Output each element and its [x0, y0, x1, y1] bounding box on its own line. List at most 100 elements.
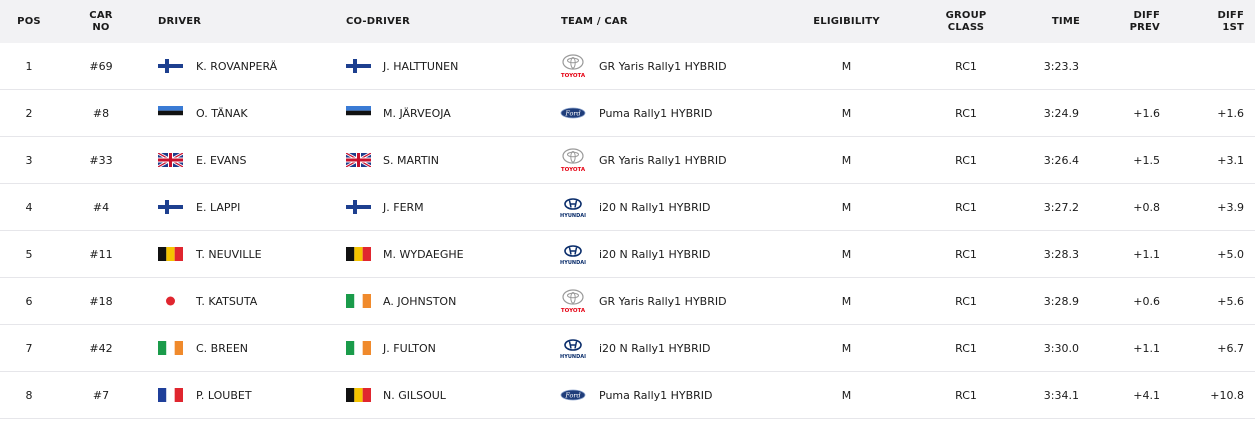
- stage-time-value: 3:27.2: [1043, 200, 1079, 214]
- driver-name[interactable]: T. KATSUTA: [196, 294, 258, 308]
- diff-1st-value: +3.1: [1217, 153, 1244, 167]
- group-class-value: RC1: [955, 341, 977, 355]
- car-number-value: #11: [89, 247, 113, 261]
- diff-prev-value: +0.6: [1133, 294, 1160, 308]
- table-row-8[interactable]: 8 #7 P. LOUBET N. GILSOUL Ford Puma Rall…: [0, 372, 1255, 419]
- eligibility-value: M: [841, 59, 852, 73]
- stage-time-value: 3:26.4: [1043, 153, 1079, 167]
- driver-name[interactable]: C. BREEN: [196, 341, 248, 355]
- table-row-1[interactable]: 1 #69 K. ROVANPERÄ J. HALTTUNEN TOYOTA G…: [0, 43, 1255, 90]
- co-driver-name[interactable]: N. GILSOUL: [383, 388, 446, 402]
- svg-text:HYUNDAI: HYUNDAI: [560, 354, 586, 360]
- co-driver-name[interactable]: A. JOHNSTON: [383, 294, 457, 308]
- group-class-value: RC1: [955, 200, 977, 214]
- france-flag-icon: [158, 388, 183, 402]
- header-co-driver[interactable]: CO-DRIVER: [346, 15, 410, 27]
- co-driver-name[interactable]: J. FULTON: [383, 341, 436, 355]
- ford-logo-icon: Ford: [559, 382, 587, 408]
- eligibility-value: M: [841, 106, 852, 120]
- eligibility-value: M: [841, 388, 852, 402]
- co-driver-name[interactable]: M. JÄRVEOJA: [383, 106, 451, 120]
- hyundai-logo-icon: HYUNDAI: [559, 194, 587, 220]
- driver-name[interactable]: T. NEUVILLE: [196, 247, 262, 261]
- car-number-value: #69: [89, 59, 113, 73]
- driver-name[interactable]: E. EVANS: [196, 153, 247, 167]
- header-group-class[interactable]: GROUP CLASS: [945, 9, 987, 33]
- ireland-flag-icon: [346, 341, 371, 355]
- group-class-value: RC1: [955, 153, 977, 167]
- co-driver-name[interactable]: J. FERM: [383, 200, 424, 214]
- stage-time-value: 3:23.3: [1043, 59, 1079, 73]
- stage-time-value: 3:28.9: [1043, 294, 1079, 308]
- uk-flag-icon: [158, 153, 183, 167]
- position-value: 7: [25, 341, 33, 355]
- toyota-logo-icon: TOYOTA: [559, 147, 587, 173]
- co-driver-name[interactable]: J. HALTTUNEN: [383, 59, 459, 73]
- car-number-value: #7: [92, 388, 110, 402]
- hyundai-logo-icon: HYUNDAI: [559, 241, 587, 267]
- eligibility-value: M: [841, 247, 852, 261]
- ford-logo-icon: Ford: [559, 100, 587, 126]
- stage-time-value: 3:34.1: [1043, 388, 1079, 402]
- diff-1st-value: [1170, 43, 1244, 89]
- header-diff-1st[interactable]: DIFF 1ST: [1217, 9, 1244, 33]
- group-class-value: RC1: [955, 294, 977, 308]
- finland-flag-icon: [158, 200, 183, 214]
- header-eligibility[interactable]: ELIGIBILITY: [813, 15, 880, 27]
- position-value: 4: [25, 200, 33, 214]
- header-pos[interactable]: POS: [17, 15, 41, 27]
- header-car-no[interactable]: CAR NO: [89, 9, 113, 33]
- co-driver-name[interactable]: S. MARTIN: [383, 153, 440, 167]
- car-model: i20 N Rally1 HYBRID: [599, 247, 711, 261]
- svg-text:HYUNDAI: HYUNDAI: [560, 213, 586, 219]
- svg-text:TOYOTA: TOYOTA: [561, 73, 586, 79]
- belgium-flag-icon: [158, 247, 183, 261]
- driver-name[interactable]: P. LOUBET: [196, 388, 252, 402]
- table-row-4[interactable]: 4 #4 E. LAPPI J. FERM HYUNDAI i20 N Rall…: [0, 184, 1255, 231]
- position-value: 3: [25, 153, 33, 167]
- driver-name[interactable]: O. TÄNAK: [196, 106, 248, 120]
- table-row-6[interactable]: 6 #18 T. KATSUTA A. JOHNSTON TOYOTA GR Y…: [0, 278, 1255, 325]
- car-model: i20 N Rally1 HYBRID: [599, 200, 711, 214]
- table-row-3[interactable]: 3 #33 E. EVANS S. MARTIN TOYOTA GR Yaris…: [0, 137, 1255, 184]
- car-model: GR Yaris Rally1 HYBRID: [599, 153, 727, 167]
- uk-flag-icon: [346, 153, 371, 167]
- finland-flag-icon: [346, 59, 371, 73]
- header-diff-prev[interactable]: DIFF PREV: [1129, 9, 1160, 33]
- svg-text:TOYOTA: TOYOTA: [561, 308, 586, 314]
- toyota-logo-icon: TOYOTA: [559, 53, 587, 79]
- diff-prev-value: +1.6: [1133, 106, 1160, 120]
- diff-prev-value: +4.1: [1133, 388, 1160, 402]
- car-number-value: #8: [92, 106, 110, 120]
- driver-name[interactable]: K. ROVANPERÄ: [196, 59, 278, 73]
- group-class-value: RC1: [955, 106, 977, 120]
- svg-text:Ford: Ford: [564, 109, 580, 117]
- co-driver-name[interactable]: M. WYDAEGHE: [383, 247, 464, 261]
- ireland-flag-icon: [158, 341, 183, 355]
- finland-flag-icon: [158, 59, 183, 73]
- diff-prev-value: +1.1: [1133, 341, 1160, 355]
- diff-1st-value: +5.0: [1217, 247, 1244, 261]
- belgium-flag-icon: [346, 247, 371, 261]
- header-team-car[interactable]: TEAM / CAR: [561, 15, 628, 27]
- group-class-value: RC1: [955, 59, 977, 73]
- table-row-2[interactable]: 2 #8 O. TÄNAK M. JÄRVEOJA Ford Puma Rall…: [0, 90, 1255, 137]
- position-value: 6: [25, 294, 33, 308]
- car-number-value: #42: [89, 341, 113, 355]
- header-driver[interactable]: DRIVER: [158, 15, 202, 27]
- car-number-value: #4: [92, 200, 110, 214]
- header-time[interactable]: TIME: [1051, 15, 1080, 27]
- driver-name[interactable]: E. LAPPI: [196, 200, 241, 214]
- car-model: GR Yaris Rally1 HYBRID: [599, 59, 727, 73]
- estonia-flag-icon: [346, 106, 371, 120]
- hyundai-logo-icon: HYUNDAI: [559, 335, 587, 361]
- table-row-7[interactable]: 7 #42 C. BREEN J. FULTON HYUNDAI i20 N R…: [0, 325, 1255, 372]
- stage-time-value: 3:28.3: [1043, 247, 1079, 261]
- diff-prev-value: [1090, 43, 1160, 89]
- ireland-flag-icon: [346, 294, 371, 308]
- diff-1st-value: +1.6: [1217, 106, 1244, 120]
- table-row-5[interactable]: 5 #11 T. NEUVILLE M. WYDAEGHE HYUNDAI i2…: [0, 231, 1255, 278]
- diff-1st-value: +6.7: [1217, 341, 1244, 355]
- diff-prev-value: +0.8: [1133, 200, 1160, 214]
- svg-text:HYUNDAI: HYUNDAI: [560, 260, 586, 266]
